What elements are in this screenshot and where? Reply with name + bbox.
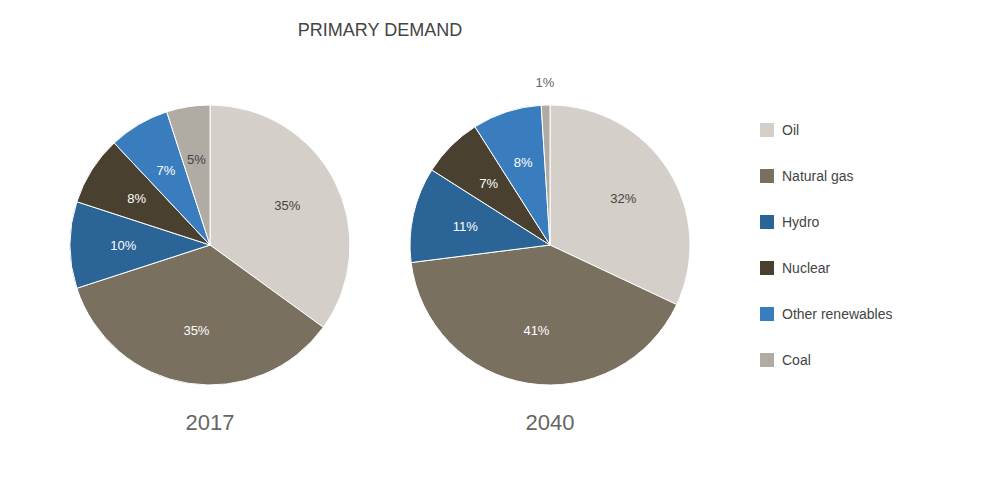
legend-swatch <box>760 307 774 321</box>
data-label: 35% <box>274 198 300 213</box>
legend-label: Other renewables <box>782 306 893 322</box>
data-label: 32% <box>610 191 636 206</box>
data-label: 10% <box>110 238 136 253</box>
data-label: 7% <box>156 163 175 178</box>
pie: 32% 41% 11% 7% 8% 1% <box>410 75 690 385</box>
data-label: 11% <box>453 219 478 234</box>
legend-swatch <box>760 353 774 367</box>
chart: PRIMARY DEMAND 35% 35% 10% 8% 7% 5% 2017 32% 41% 1… <box>0 0 1000 478</box>
data-label: 41% <box>523 323 549 338</box>
title: PRIMARY DEMAND <box>298 20 462 40</box>
legend-item: Natural gas <box>760 168 854 184</box>
pie-slice <box>541 105 550 245</box>
data-label: 5% <box>187 152 206 167</box>
legend-item: Oil <box>760 122 799 138</box>
data-label: 1% <box>536 75 555 90</box>
data-label: 8% <box>127 191 146 206</box>
legend-item: Nuclear <box>760 260 831 276</box>
pie: 35% 35% 10% 8% 7% 5% <box>70 105 350 385</box>
legend-swatch <box>760 261 774 275</box>
data-label: 8% <box>514 155 533 170</box>
legend-swatch <box>760 169 774 183</box>
legend-item: Coal <box>760 352 811 368</box>
legend-item: Other renewables <box>760 306 893 322</box>
legend-label: Natural gas <box>782 168 854 184</box>
data-label: 7% <box>479 176 498 191</box>
pie-slice <box>411 245 677 385</box>
legend-item: Hydro <box>760 214 820 230</box>
pie-title: 2017 <box>186 410 235 435</box>
pie-title: 2040 <box>526 410 575 435</box>
legend-label: Hydro <box>782 214 820 230</box>
legend-label: Nuclear <box>782 260 831 276</box>
legend-swatch <box>760 215 774 229</box>
legend: Oil Natural gas Hydro Nuclear Other renewabl… <box>760 122 893 368</box>
data-label: 35% <box>183 323 209 338</box>
legend-label: Oil <box>782 122 799 138</box>
pie-slice <box>475 105 550 245</box>
legend-label: Coal <box>782 352 811 368</box>
legend-swatch <box>760 123 774 137</box>
